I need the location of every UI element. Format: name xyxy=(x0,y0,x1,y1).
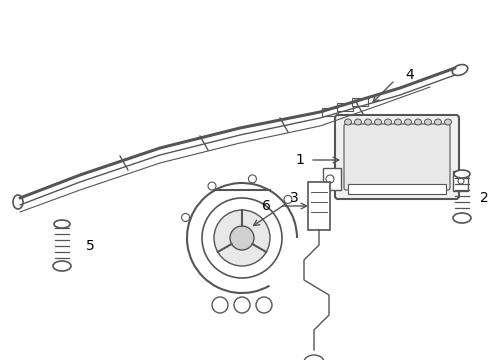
Ellipse shape xyxy=(452,64,468,76)
Text: 2: 2 xyxy=(480,191,489,205)
FancyBboxPatch shape xyxy=(335,115,459,199)
Ellipse shape xyxy=(385,119,392,125)
Ellipse shape xyxy=(354,119,362,125)
Circle shape xyxy=(326,175,334,183)
Ellipse shape xyxy=(54,220,70,228)
Ellipse shape xyxy=(13,195,23,209)
Ellipse shape xyxy=(454,170,470,178)
Text: 6: 6 xyxy=(262,199,270,213)
Circle shape xyxy=(212,297,228,313)
Text: 3: 3 xyxy=(290,191,298,205)
Text: 4: 4 xyxy=(406,68,415,82)
Ellipse shape xyxy=(365,119,371,125)
FancyBboxPatch shape xyxy=(344,124,450,190)
Circle shape xyxy=(214,210,270,266)
Circle shape xyxy=(458,178,464,184)
Text: 1: 1 xyxy=(295,153,304,167)
Bar xyxy=(348,184,446,194)
Ellipse shape xyxy=(453,213,471,223)
Ellipse shape xyxy=(53,261,71,271)
Bar xyxy=(308,182,330,230)
Ellipse shape xyxy=(405,119,412,125)
Bar xyxy=(323,168,341,190)
Ellipse shape xyxy=(394,119,401,125)
Circle shape xyxy=(208,182,216,190)
Bar xyxy=(322,108,338,116)
Ellipse shape xyxy=(344,119,351,125)
Circle shape xyxy=(230,226,254,250)
Bar xyxy=(352,98,368,106)
Circle shape xyxy=(202,198,282,278)
Ellipse shape xyxy=(435,119,441,125)
Circle shape xyxy=(182,213,190,221)
Circle shape xyxy=(248,175,256,183)
Circle shape xyxy=(234,297,250,313)
Ellipse shape xyxy=(444,119,451,125)
Text: 5: 5 xyxy=(86,239,95,253)
Circle shape xyxy=(284,195,292,203)
Ellipse shape xyxy=(415,119,421,125)
Ellipse shape xyxy=(424,119,432,125)
Circle shape xyxy=(256,297,272,313)
Bar xyxy=(337,103,353,111)
Ellipse shape xyxy=(304,355,324,360)
Ellipse shape xyxy=(374,119,382,125)
Bar xyxy=(453,171,468,191)
